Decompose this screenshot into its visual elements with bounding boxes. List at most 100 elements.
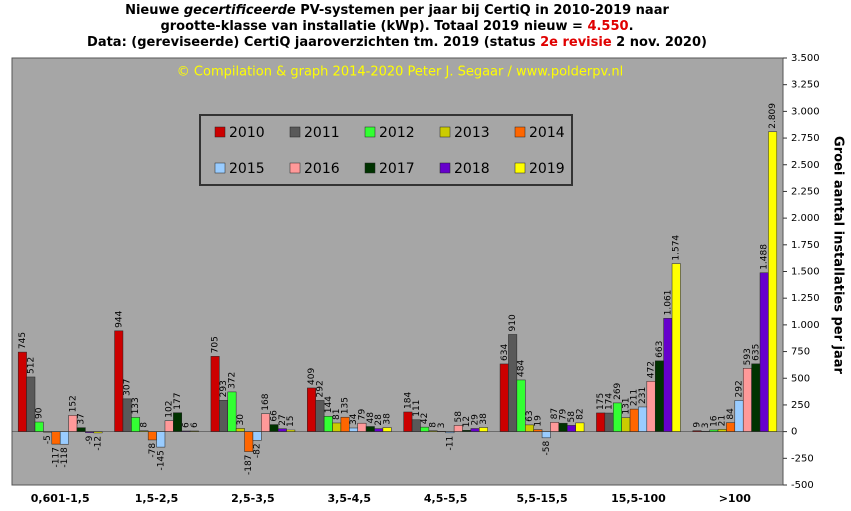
bar	[26, 376, 36, 432]
y-tick-label: 3.250	[791, 80, 820, 91]
bar	[147, 431, 157, 441]
value-label: 15	[286, 416, 296, 427]
bar	[759, 272, 769, 432]
x-tick-label: 1,5-2,5	[135, 492, 179, 505]
value-label: 63	[525, 410, 535, 421]
legend-label: 2017	[379, 161, 415, 177]
bar	[508, 334, 518, 432]
bar	[219, 400, 228, 432]
y-tick-label: 2.500	[791, 160, 820, 171]
bar	[768, 131, 778, 432]
value-label: 292	[735, 380, 745, 397]
bar	[671, 263, 681, 432]
bar	[638, 406, 648, 432]
value-label: 29	[471, 414, 481, 426]
value-label: 1.061	[663, 290, 673, 316]
x-tick-label: 3,5-4,5	[328, 492, 372, 505]
value-label: 372	[227, 372, 237, 389]
bar	[235, 428, 245, 432]
legend-swatch	[214, 162, 226, 174]
y-tick-label: 750	[791, 347, 810, 358]
value-label: 1.574	[672, 235, 682, 261]
value-label: 269	[613, 382, 623, 399]
bar	[596, 412, 606, 432]
annotation: © Compilation & graph 2014-2020 Peter J.…	[177, 65, 623, 80]
bar	[374, 428, 384, 432]
value-label: 37	[77, 413, 87, 424]
legend-swatch	[214, 126, 226, 138]
value-label: -82	[253, 443, 263, 458]
value-label: 58	[454, 411, 464, 423]
value-label: 2.809	[768, 103, 778, 129]
legend-swatch	[289, 126, 301, 138]
value-label: 1.488	[760, 244, 770, 270]
bar	[533, 429, 543, 432]
bar	[575, 422, 585, 432]
x-tick-label: 4,5-5,5	[424, 492, 468, 505]
value-label: 168	[261, 393, 271, 410]
y-tick-label: -500	[791, 480, 814, 491]
value-label: 663	[655, 341, 665, 358]
bar	[349, 427, 358, 432]
value-label: 66	[269, 410, 279, 422]
value-label: 307	[123, 379, 133, 396]
value-label: 152	[68, 395, 78, 412]
value-label: 910	[508, 314, 518, 331]
value-label: 634	[500, 343, 510, 360]
value-label: 30	[236, 414, 246, 426]
y-tick-label: 3.500	[791, 53, 820, 64]
value-label: -5	[43, 435, 53, 444]
value-label: -11	[445, 436, 455, 451]
y-tick-label: 1.750	[791, 240, 820, 251]
bar	[76, 427, 86, 432]
x-tick-label: 15,5-100	[611, 492, 666, 505]
value-label: 184	[403, 392, 413, 409]
bar	[629, 408, 639, 432]
bar	[646, 380, 656, 432]
bar	[751, 363, 761, 432]
value-label: 16	[709, 415, 719, 427]
value-label: 472	[647, 361, 657, 378]
bar	[164, 420, 174, 432]
legend-swatch	[514, 162, 526, 174]
bar	[382, 427, 392, 432]
value-label: 144	[324, 396, 334, 413]
bar	[654, 360, 664, 432]
legend-swatch	[439, 162, 451, 174]
bar	[470, 428, 480, 432]
y-tick-label: 2.000	[791, 213, 820, 224]
y-tick-label: 1.000	[791, 320, 820, 331]
value-label: 84	[726, 408, 736, 420]
legend-swatch	[514, 126, 526, 138]
y-tick-label: 3.000	[791, 106, 820, 117]
bar	[567, 425, 576, 432]
value-label: 82	[575, 408, 585, 419]
value-label: 58	[567, 411, 577, 423]
y-tick-label: 0	[791, 427, 797, 438]
legend-label: 2010	[229, 125, 265, 141]
legend-label: 2019	[529, 161, 565, 177]
y-tick-label: -250	[791, 453, 814, 464]
value-label: 87	[550, 408, 560, 419]
bar	[252, 431, 262, 441]
value-label: 79	[559, 408, 569, 420]
value-label: 292	[315, 380, 325, 397]
x-tick-label: >100	[719, 492, 752, 505]
value-label: -117	[51, 447, 61, 467]
value-label: 34	[349, 413, 359, 425]
value-label: 6	[190, 422, 200, 428]
value-label: 38	[383, 413, 393, 425]
value-label: 635	[751, 344, 761, 361]
y-tick-label: 1.250	[791, 293, 820, 304]
value-label: 28	[374, 414, 384, 426]
bar	[499, 363, 509, 432]
value-label: 111	[412, 400, 422, 417]
value-label: 102	[165, 401, 175, 418]
x-tick-label: 0,601-1,5	[31, 492, 90, 505]
bar	[717, 429, 727, 432]
y-tick-label: 500	[791, 373, 810, 384]
legend-label: 2014	[529, 125, 565, 141]
value-label: 8	[139, 422, 149, 428]
bar	[541, 431, 551, 439]
value-label: 81	[332, 409, 342, 420]
